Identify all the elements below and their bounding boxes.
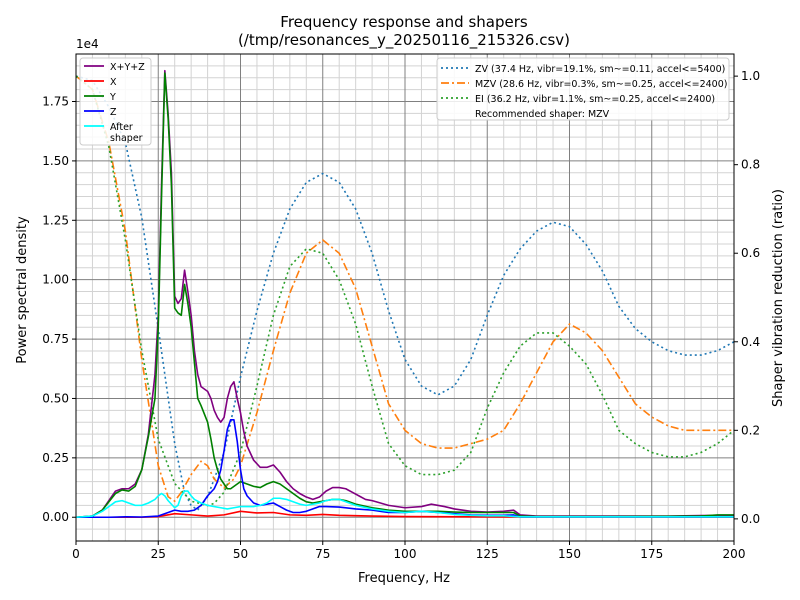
legend-label-x: X (110, 77, 117, 88)
legend-label-zv: ZV (37.4 Hz, vibr=19.1%, sm~=0.11, accel… (475, 64, 725, 75)
y-left-tick-label: 1.25 (42, 213, 69, 227)
y-left-tick-label: 1.75 (42, 95, 69, 109)
psd-line-after-shaper (76, 490, 734, 519)
y-right-tick-label: 0.8 (741, 158, 760, 172)
legend-label-after-shaper: After (110, 122, 133, 133)
legend-label-ei: EI (36.2 Hz, vibr=1.1%, sm~=0.25, accel<… (475, 94, 715, 105)
y-left-axis-title: Power spectral density (15, 216, 30, 364)
y-left-tick-label: 1.50 (42, 154, 69, 168)
shaper-line-ei (76, 75, 734, 507)
shaper-line-mzv (76, 75, 734, 503)
x-tick-label: 150 (558, 547, 581, 561)
axis-layer: 0 25 50 75 100 125 150 175 200 0.00 0.25 0.50 0.75 1.… (42, 69, 760, 561)
x-tick-label: 50 (233, 547, 248, 561)
legend-shapers-box (436, 57, 730, 121)
psd-line-y (76, 72, 734, 519)
x-tick-label: 75 (315, 547, 330, 561)
legend-psd-box (79, 57, 152, 146)
recommended-shaper-text: Recommended shaper: MZV (475, 109, 610, 120)
x-tick-label: 175 (640, 547, 663, 561)
y-left-tick-label: 0.50 (42, 391, 69, 405)
x-tick-label: 100 (394, 547, 417, 561)
legend-label-mzv: MZV (28.6 Hz, vibr=0.3%, sm~=0.25, accel… (475, 79, 727, 90)
shaper-line-zv (76, 75, 734, 512)
x-tick-label: 25 (151, 547, 166, 561)
y-left-tick-label: 1.00 (42, 273, 69, 287)
y-right-tick-label: 0.2 (741, 423, 760, 437)
y-right-tick-label: 1.0 (741, 69, 760, 83)
y-right-axis-title: Shaper vibration reduction (ratio) (771, 189, 786, 407)
legend-label-after-shaper: shaper (110, 133, 143, 144)
left-scale-label: 1e4 (76, 37, 99, 51)
legend-label-x-y-z: X+Y+Z (110, 62, 145, 73)
y-right-tick-label: 0.0 (741, 512, 760, 526)
series-layer (76, 69, 734, 519)
x-tick-label: 125 (476, 547, 499, 561)
chart-title: Frequency response and shapers (280, 13, 528, 31)
y-left-tick-label: 0.00 (42, 510, 69, 524)
legend-label-y: Y (109, 92, 116, 103)
legend-shapers: ZV (37.4 Hz, vibr=19.1%, sm~=0.11, accel… (436, 57, 730, 121)
x-tick-label: 200 (723, 547, 746, 561)
x-axis-title: Frequency, Hz (358, 571, 450, 586)
legend-label-z: Z (110, 107, 117, 118)
chart-subtitle: (/tmp/resonances_y_20250116_215326.csv) (238, 31, 570, 50)
y-left-tick-label: 0.75 (42, 332, 69, 346)
y-right-tick-label: 0.6 (741, 246, 760, 260)
y-right-tick-label: 0.4 (741, 335, 760, 349)
x-tick-label: 0 (72, 547, 80, 561)
y-left-tick-label: 0.25 (42, 451, 69, 465)
